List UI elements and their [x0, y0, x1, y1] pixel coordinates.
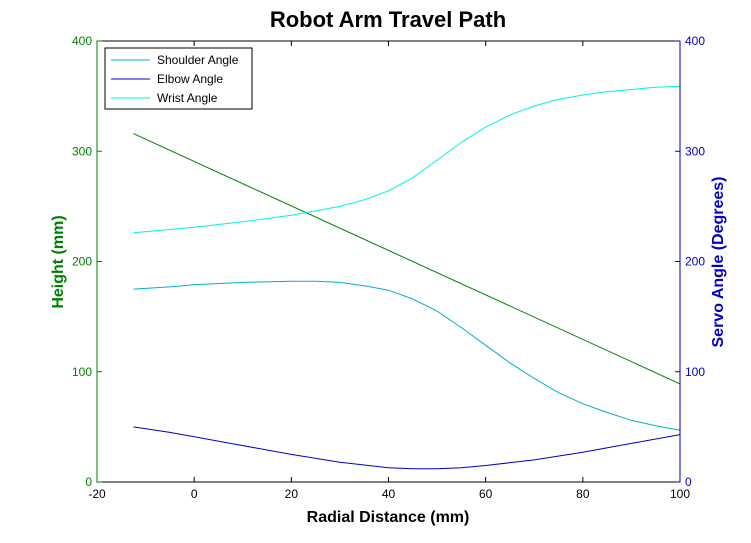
legend-label: Wrist Angle	[157, 91, 218, 105]
series-line-elbow-angle	[133, 426, 681, 470]
legend: Shoulder Angle Elbow Angle Wrist Angle	[104, 47, 253, 110]
x-tick-label: 100	[670, 487, 690, 501]
y-tick-label-left: 200	[72, 255, 92, 269]
legend-label: Shoulder Angle	[157, 53, 239, 67]
y-tick-label-right: 0	[685, 475, 692, 489]
x-tick-label: 20	[285, 487, 299, 501]
x-axis-label: Radial Distance (mm)	[307, 509, 470, 526]
y-tick-label-right: 100	[685, 365, 705, 379]
y-tick-label-right: 300	[685, 144, 705, 158]
y-tick-label-left: 400	[72, 34, 92, 48]
x-tick-label: 0	[191, 487, 198, 501]
series-line-height	[133, 133, 681, 385]
y-axis-label-right: Servo Angle (Degrees)	[710, 176, 727, 347]
x-tick-label: 60	[479, 487, 493, 501]
chart-title: Robot Arm Travel Path	[270, 7, 506, 32]
y-tick-label-right: 400	[685, 34, 705, 48]
plot-area	[96, 40, 681, 483]
y-tick-label-left: 0	[85, 475, 92, 489]
legend-label: Elbow Angle	[157, 72, 223, 86]
x-tick-label: -20	[88, 487, 106, 501]
series-line-wrist-angle	[133, 85, 681, 234]
series-line-shoulder-angle	[133, 280, 681, 431]
x-tick-label: 80	[576, 487, 590, 501]
y-tick-label-left: 100	[72, 365, 92, 379]
y-axis-label-left: Height (mm)	[50, 215, 67, 308]
series-layer	[133, 85, 681, 470]
y-tick-label-left: 300	[72, 144, 92, 158]
x-tick-label: 40	[382, 487, 396, 501]
y-tick-label-right: 200	[685, 255, 705, 269]
axes-layer: -20 0 20 40 60 80 1000100200300400010020030040…	[72, 34, 705, 501]
